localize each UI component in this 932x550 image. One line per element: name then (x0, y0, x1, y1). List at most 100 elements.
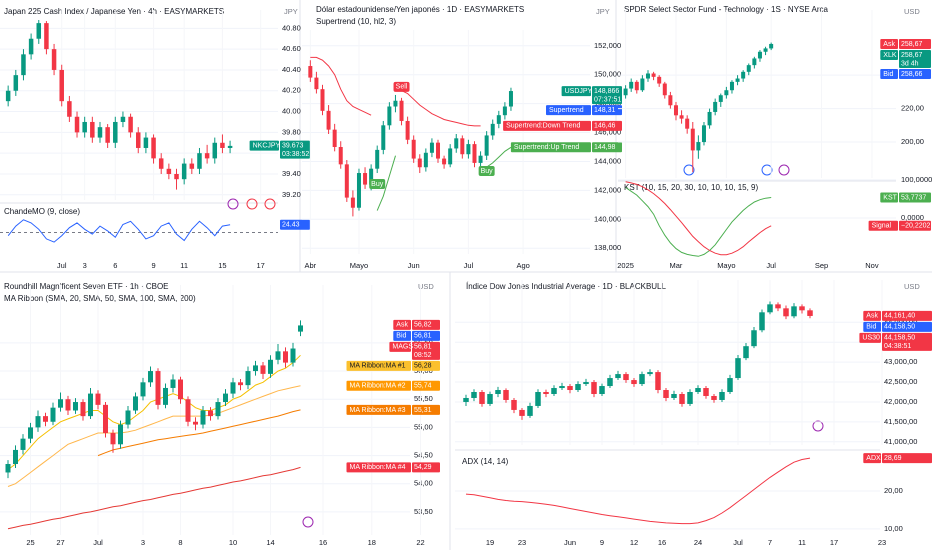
candle-body (308, 66, 313, 78)
signal-label: Buy (481, 168, 494, 175)
candle (466, 139, 471, 159)
candle-body (696, 142, 701, 151)
candle-body (230, 382, 236, 394)
candle-body (399, 100, 404, 121)
tag-name: ADX (866, 455, 881, 462)
candle (200, 405, 206, 429)
candle-body (519, 409, 525, 416)
candle (511, 397, 517, 414)
candle (471, 389, 477, 402)
candle (170, 374, 176, 393)
indicator-line (465, 457, 811, 525)
candle-body (657, 76, 662, 84)
candle (655, 370, 661, 394)
tag-name: Bid (866, 324, 876, 331)
candle (405, 116, 410, 145)
tag-name: KST (883, 194, 897, 201)
price-tag: 44,161,40 Ask (863, 310, 932, 321)
candle (125, 405, 131, 429)
candle-body (487, 393, 493, 404)
candle-body (290, 348, 296, 363)
x-tick-label: 10 (229, 538, 237, 547)
candle-body (727, 378, 733, 393)
tag-name-box (346, 360, 411, 371)
x-tick-label: 22 (416, 538, 424, 547)
candle-body (685, 118, 690, 129)
candle (67, 95, 72, 122)
candle (51, 43, 57, 76)
tag-name: MA Ribbon:MA #4 (350, 464, 406, 471)
candle (215, 398, 221, 420)
candle-body (90, 121, 95, 138)
candle (208, 407, 213, 421)
tag-name: US30 (862, 335, 880, 342)
y-tick-label: 40.00 (282, 107, 301, 116)
candle-body (28, 38, 34, 55)
candle-body (118, 424, 123, 445)
candle-body (120, 116, 126, 122)
candle (448, 144, 453, 168)
candle-body (28, 427, 33, 439)
candle (350, 190, 355, 217)
candle-body (662, 83, 667, 96)
candle (105, 124, 110, 148)
candle-body (36, 23, 42, 39)
candle (775, 302, 781, 312)
candle (5, 460, 11, 479)
candle-body (245, 371, 251, 386)
signal-box (369, 179, 386, 190)
price-tag: 56,81 Bid (393, 330, 440, 341)
candle (268, 355, 273, 378)
tag-box (899, 68, 931, 79)
tag-name-box (393, 330, 411, 341)
price-tag: 146,46 Supertrend:Down Trend (503, 120, 622, 131)
candle (663, 388, 669, 402)
candle-body (599, 386, 605, 394)
indicator-line (376, 146, 512, 211)
candle-body (472, 144, 477, 163)
candle-body (679, 393, 685, 404)
x-tick-label: 12 (630, 538, 638, 547)
y-tick-label: 39.20 (282, 190, 301, 199)
tag-countdown: 07:37:51 (594, 96, 621, 103)
tag-name-box (880, 49, 898, 60)
candle (671, 390, 677, 400)
price-tag: −20,2202 Signal (868, 220, 931, 231)
candle-body (197, 153, 202, 169)
x-tick-label: Mayo (717, 261, 735, 270)
candle (189, 158, 195, 174)
y-tick-label: 220,00 (901, 104, 924, 113)
signal-label: Sell (396, 84, 408, 91)
candle-body (220, 142, 225, 148)
candle-body (103, 404, 108, 434)
indicator-line (7, 466, 301, 530)
candle-body (298, 325, 303, 332)
candle (503, 388, 509, 403)
indicator-title: KST (10, 15, 20, 30, 10, 10, 10, 15, 9) (624, 183, 759, 192)
tag-box (592, 105, 622, 116)
candle (591, 380, 597, 398)
candle-body (13, 75, 19, 91)
tag-box (412, 462, 440, 473)
x-tick-label: 16 (319, 538, 327, 547)
y-tick-label: 140,000 (594, 214, 621, 223)
indicator-line (625, 187, 772, 257)
candle-body (799, 306, 805, 311)
x-tick-label: 15 (218, 261, 226, 270)
tag-name-box (346, 462, 411, 473)
candle (645, 70, 650, 82)
tag-name-box (863, 310, 881, 321)
x-tick-label: Jul (464, 261, 474, 270)
tag-value: 24.43 (282, 222, 300, 229)
candle (701, 121, 706, 146)
candle-body (200, 410, 206, 425)
candle (36, 20, 42, 44)
candle (375, 145, 380, 174)
candle-body (35, 416, 41, 428)
candle (88, 387, 93, 419)
candle (223, 389, 228, 406)
candle-body (645, 73, 650, 79)
candle-body (690, 128, 695, 151)
candle-body (223, 393, 228, 403)
